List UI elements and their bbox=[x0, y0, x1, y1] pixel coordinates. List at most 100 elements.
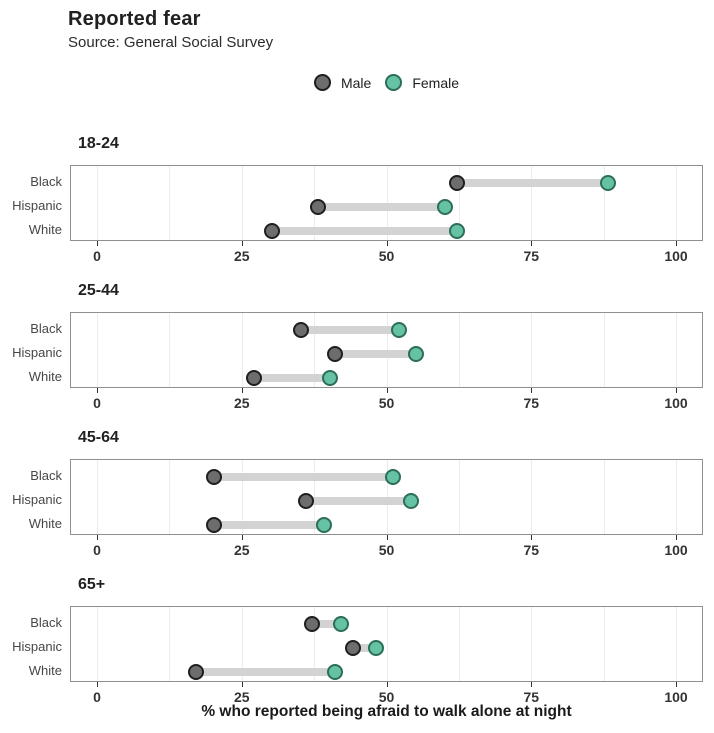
dumbbell-bar-45-64-black bbox=[213, 473, 394, 481]
female-dot-65--black bbox=[333, 616, 350, 632]
axis-tick-label: 25 bbox=[233, 689, 250, 705]
axis-tick bbox=[386, 682, 388, 687]
male-dot-25-44-white bbox=[246, 370, 263, 386]
axis-tick-label: 25 bbox=[233, 248, 250, 264]
gridline bbox=[458, 460, 460, 534]
axis-tick bbox=[241, 535, 243, 540]
dumbbell-bar-45-64-hispanic bbox=[306, 497, 411, 505]
axis-tick-label: 50 bbox=[378, 248, 395, 264]
panel-25-44 bbox=[70, 312, 703, 388]
gridline bbox=[97, 460, 98, 534]
axis-tick-label: 50 bbox=[378, 542, 395, 558]
axis-tick-label: 75 bbox=[523, 542, 540, 558]
legend-male-dot-icon bbox=[313, 74, 331, 91]
gridline bbox=[676, 607, 677, 681]
x-axis-title: % who reported being afraid to walk alon… bbox=[201, 703, 572, 720]
axis-tick-label: 100 bbox=[664, 689, 688, 705]
gridline bbox=[676, 313, 677, 387]
dumbbell-bar-45-64-white bbox=[213, 521, 324, 529]
male-dot-45-64-black bbox=[205, 469, 222, 485]
axis-tick-label: 75 bbox=[523, 689, 540, 705]
dumbbell-bar-65--hispanic bbox=[352, 644, 376, 652]
female-dot-25-44-hispanic bbox=[408, 346, 425, 362]
axis-tick-label: 100 bbox=[664, 542, 688, 558]
male-dot-65--black bbox=[304, 616, 321, 632]
female-dot-45-64-black bbox=[385, 469, 402, 485]
category-label-white: White bbox=[28, 222, 62, 237]
category-label-hispanic: Hispanic bbox=[12, 639, 62, 654]
category-label-black: Black bbox=[30, 321, 62, 336]
female-dot-18-24-black bbox=[599, 175, 616, 191]
gridline bbox=[97, 607, 98, 681]
dumbbell-bar-65--black bbox=[312, 620, 342, 628]
chart-title: Reported fear bbox=[68, 8, 201, 30]
dumbbell-bar-65--white bbox=[196, 668, 336, 676]
axis-tick bbox=[97, 388, 98, 393]
female-dot-18-24-white bbox=[448, 223, 465, 239]
axis-tick-label: 75 bbox=[523, 248, 540, 264]
axis-tick-label: 0 bbox=[93, 689, 101, 705]
axis-tick bbox=[97, 241, 98, 246]
gridline bbox=[458, 313, 460, 387]
dumbbell-bar-18-24-black bbox=[456, 179, 608, 187]
gridline bbox=[531, 607, 533, 681]
category-label-black: Black bbox=[30, 174, 62, 189]
axis-tick bbox=[676, 241, 677, 246]
facet-title: 25-44 bbox=[78, 282, 119, 299]
axis-tick bbox=[241, 682, 243, 687]
male-dot-18-24-white bbox=[263, 223, 280, 239]
panel-65- bbox=[70, 606, 703, 682]
gridline bbox=[676, 460, 677, 534]
dumbbell-bar-25-44-white bbox=[254, 374, 330, 382]
axis-tick bbox=[531, 388, 533, 393]
axis-tick bbox=[386, 241, 388, 246]
gridline bbox=[314, 313, 316, 387]
category-label-hispanic: Hispanic bbox=[12, 198, 62, 213]
gridline bbox=[531, 460, 533, 534]
gridline bbox=[603, 607, 605, 681]
axis-tick-label: 100 bbox=[664, 395, 688, 411]
male-dot-18-24-hispanic bbox=[310, 199, 327, 215]
male-dot-45-64-hispanic bbox=[298, 493, 315, 509]
legend-item-male: Male bbox=[313, 74, 371, 91]
axis-tick bbox=[531, 682, 533, 687]
gridline bbox=[676, 166, 677, 240]
axis-tick bbox=[676, 388, 677, 393]
category-label-white: White bbox=[28, 516, 62, 531]
male-dot-25-44-hispanic bbox=[327, 346, 344, 362]
axis-tick-label: 0 bbox=[93, 542, 101, 558]
gridline bbox=[458, 166, 460, 240]
gridline bbox=[386, 607, 388, 681]
gridline bbox=[458, 607, 460, 681]
female-dot-45-64-white bbox=[315, 517, 332, 533]
axis-tick bbox=[676, 535, 677, 540]
axis-tick-label: 25 bbox=[233, 395, 250, 411]
axis-tick bbox=[97, 682, 98, 687]
facet-title: 45-64 bbox=[78, 429, 119, 446]
chart-subtitle: Source: General Social Survey bbox=[68, 34, 274, 51]
axis-tick bbox=[97, 535, 98, 540]
axis-tick bbox=[531, 241, 533, 246]
axis-tick bbox=[531, 535, 533, 540]
female-dot-65--white bbox=[327, 664, 344, 680]
female-dot-25-44-white bbox=[321, 370, 338, 386]
legend-female-dot-icon bbox=[385, 74, 403, 91]
axis-tick-label: 0 bbox=[93, 248, 101, 264]
male-dot-65--hispanic bbox=[344, 640, 361, 656]
gridline bbox=[603, 313, 605, 387]
gridline bbox=[169, 313, 171, 387]
legend: Male Female bbox=[70, 74, 703, 91]
gridline bbox=[169, 460, 171, 534]
gridline bbox=[97, 166, 98, 240]
axis-tick-label: 100 bbox=[664, 248, 688, 264]
panel-45-64 bbox=[70, 459, 703, 535]
axis-tick bbox=[386, 535, 388, 540]
gridline bbox=[169, 607, 171, 681]
gridline bbox=[531, 313, 533, 387]
female-dot-45-64-hispanic bbox=[402, 493, 419, 509]
legend-item-female: Female bbox=[385, 74, 459, 91]
dumbbell-bar-25-44-hispanic bbox=[335, 350, 417, 358]
male-dot-45-64-white bbox=[205, 517, 222, 533]
category-label-black: Black bbox=[30, 468, 62, 483]
